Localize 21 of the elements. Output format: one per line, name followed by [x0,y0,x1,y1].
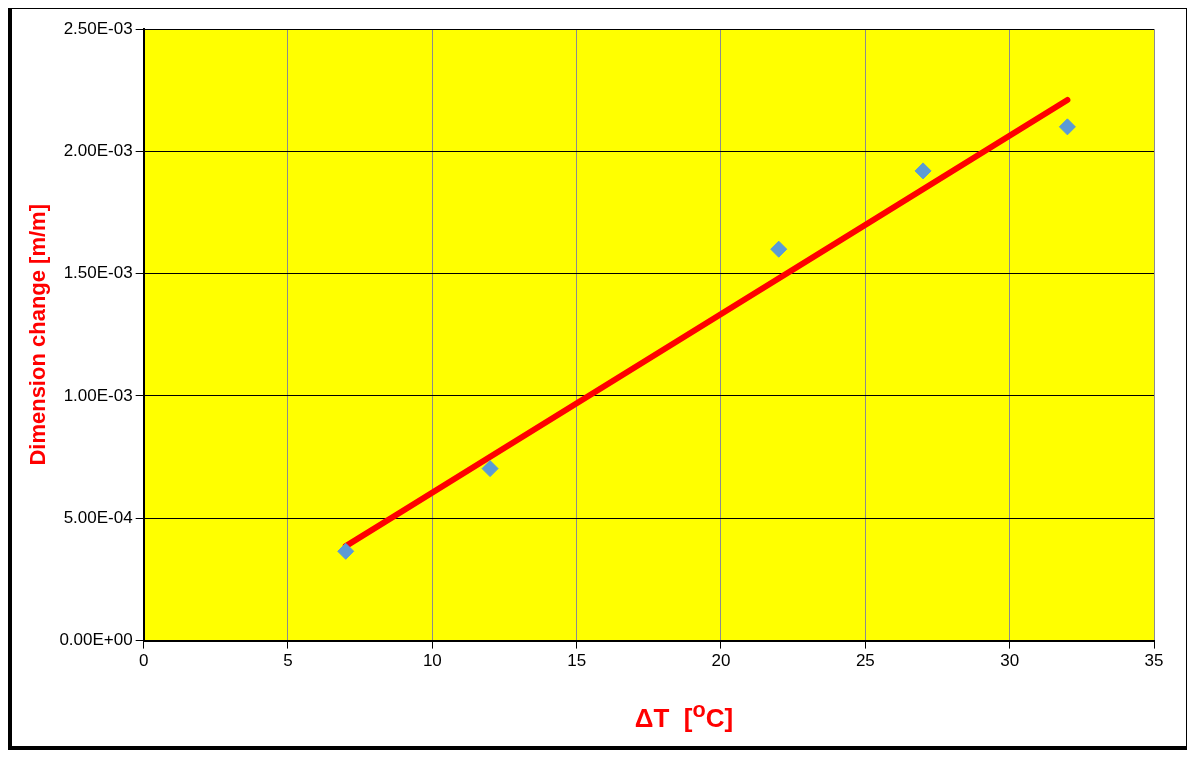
point [770,240,788,258]
x-axis-title: ΔT [$^{o}$C] [633,697,735,734]
y-tick-label: 5.00E-04 [63,507,133,527]
x-tick-label: 15 [567,651,587,671]
y-tick-label: 0.00E+00 [59,630,133,650]
point [481,460,499,478]
x-tick-label: 10 [422,651,442,671]
x-tick-label: 0 [138,651,149,671]
x-tick-label: 30 [1000,651,1020,671]
y-tick-label: 2.00E-03 [63,141,133,161]
x-tick-label: 20 [711,651,731,671]
x-tick-label: 35 [1144,651,1164,671]
y-axis-title: Dimension change [m/m] [25,204,51,466]
point [337,542,355,560]
y-tick-label: 1.00E-03 [63,385,133,405]
point [914,162,932,180]
y-tick-label: 1.50E-03 [63,263,133,283]
x-tick-label: 5 [283,651,293,671]
y-tick-label: 2.50E-03 [63,18,133,38]
point [1058,118,1076,136]
x-tick-label: 25 [855,651,875,671]
